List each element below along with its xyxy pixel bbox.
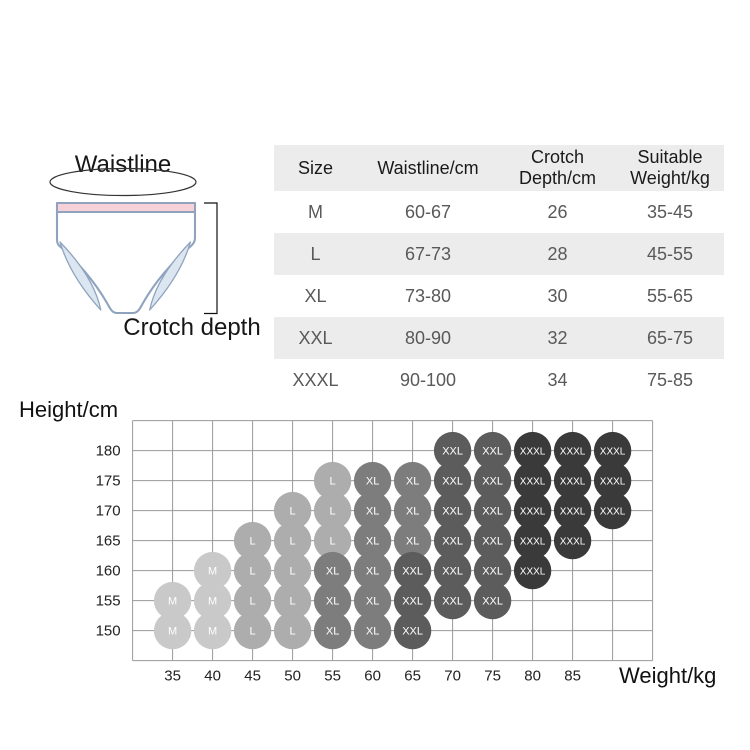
svg-text:XL: XL [366,566,379,578]
svg-text:150: 150 [96,623,121,640]
svg-text:L: L [330,476,336,488]
svg-text:XL: XL [366,506,379,518]
svg-text:L: L [290,536,296,548]
svg-text:M: M [168,596,177,608]
svg-text:L: L [330,506,336,518]
svg-text:Weight/kg: Weight/kg [619,663,716,688]
svg-text:XXXL: XXXL [560,477,586,488]
svg-text:XXL: XXL [402,596,423,608]
svg-text:60: 60 [364,668,381,685]
svg-text:XXL: XXL [482,566,503,578]
svg-text:L: L [290,566,296,578]
svg-text:M: M [168,626,177,638]
svg-text:XXXL: XXXL [560,447,586,458]
svg-text:XXXL: XXXL [520,507,546,518]
svg-text:XXL: XXL [482,446,503,458]
svg-text:XXL: XXL [402,626,423,638]
svg-text:155: 155 [96,593,121,610]
svg-text:L: L [250,536,256,548]
svg-text:XXL: XXL [442,446,463,458]
svg-text:165: 165 [96,533,121,550]
svg-text:XL: XL [366,596,379,608]
svg-text:XL: XL [406,506,419,518]
svg-text:XXL: XXL [482,506,503,518]
svg-text:L: L [250,626,256,638]
svg-text:Height/cm: Height/cm [19,397,118,422]
svg-text:XXL: XXL [442,506,463,518]
svg-text:45: 45 [244,668,261,685]
svg-text:XXL: XXL [442,536,463,548]
svg-text:70: 70 [444,668,461,685]
svg-text:L: L [290,626,296,638]
svg-text:XXL: XXL [482,536,503,548]
svg-text:80: 80 [524,668,541,685]
svg-text:XL: XL [366,536,379,548]
svg-text:50: 50 [284,668,301,685]
svg-text:L: L [330,536,336,548]
svg-text:XL: XL [326,566,339,578]
svg-text:XXXL: XXXL [560,507,586,518]
svg-text:L: L [290,596,296,608]
svg-text:XXXL: XXXL [520,447,546,458]
svg-text:85: 85 [564,668,581,685]
svg-text:XXXL: XXXL [520,477,546,488]
svg-text:XXL: XXL [442,566,463,578]
svg-text:XXL: XXL [482,476,503,488]
svg-text:75: 75 [484,668,501,685]
svg-text:180: 180 [96,443,121,460]
svg-text:55: 55 [324,668,341,685]
svg-text:XXXL: XXXL [600,477,626,488]
svg-text:XL: XL [366,476,379,488]
svg-text:40: 40 [204,668,221,685]
svg-text:XXL: XXL [482,596,503,608]
svg-text:XXXL: XXXL [560,537,586,548]
svg-text:XL: XL [326,596,339,608]
svg-text:XL: XL [406,536,419,548]
svg-text:M: M [208,596,217,608]
svg-text:35: 35 [164,668,181,685]
svg-text:L: L [250,566,256,578]
svg-text:XXXL: XXXL [520,537,546,548]
svg-text:65: 65 [404,668,421,685]
svg-text:XL: XL [326,626,339,638]
svg-text:160: 160 [96,563,121,580]
svg-text:XL: XL [366,626,379,638]
svg-text:L: L [290,506,296,518]
svg-text:170: 170 [96,503,121,520]
svg-text:XXL: XXL [442,476,463,488]
svg-text:M: M [208,626,217,638]
svg-text:XXXL: XXXL [600,447,626,458]
svg-text:XXL: XXL [402,566,423,578]
svg-text:M: M [208,566,217,578]
svg-text:XXXL: XXXL [600,507,626,518]
svg-text:XXL: XXL [442,596,463,608]
svg-text:175: 175 [96,473,121,490]
svg-text:XXXL: XXXL [520,567,546,578]
svg-text:XL: XL [406,476,419,488]
svg-text:L: L [250,596,256,608]
